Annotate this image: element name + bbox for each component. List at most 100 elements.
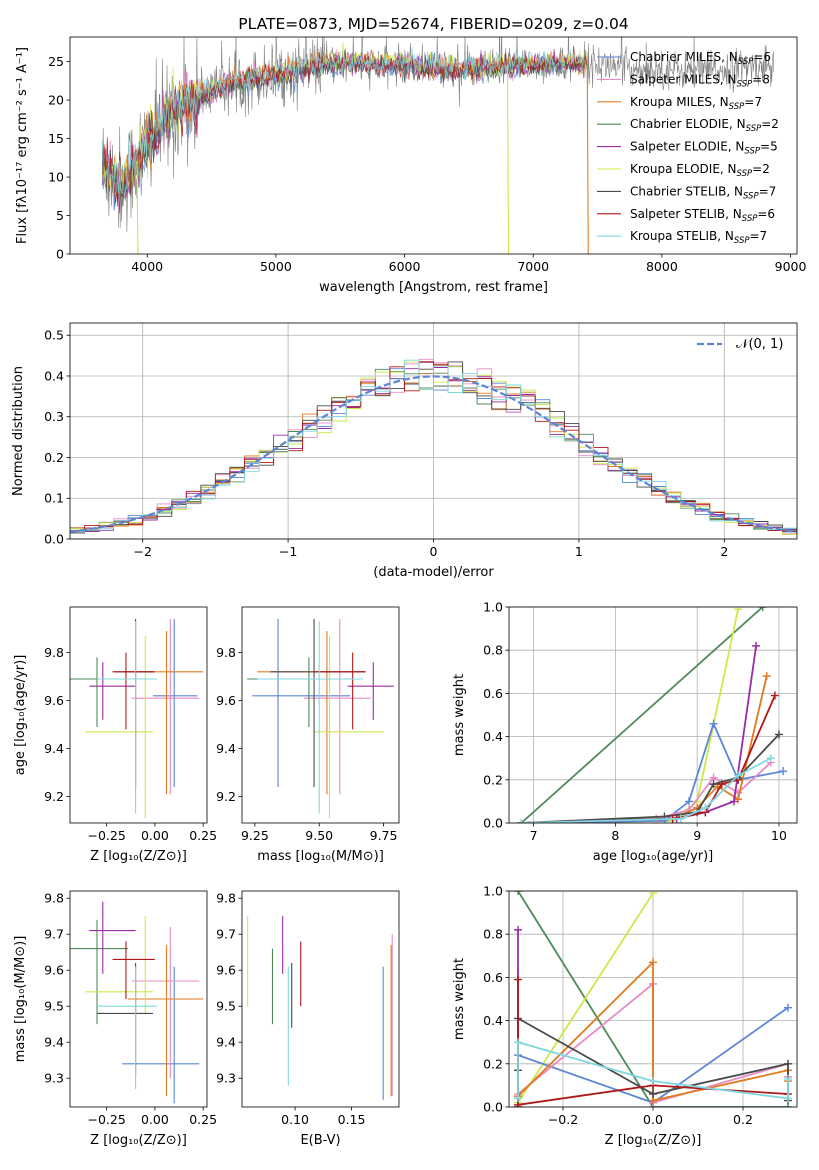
y-axis-label: age [log₁₀(age/yr)] (13, 655, 28, 776)
weight-marker-kroupa_stelib (784, 1074, 792, 1083)
x-tick-label: 0.2 (733, 1112, 753, 1127)
x-tick-label: 0 (430, 544, 438, 559)
x-tick-label: 9.50 (305, 828, 333, 843)
errorbar-chabrier_miles (152, 619, 198, 787)
errorbar-chabrier_elodie (70, 919, 128, 1025)
errorbar-chabrier_stelib (270, 619, 366, 787)
y-tick-label: 9.5 (216, 999, 236, 1014)
legend: Chabrier MILES, NSSP=6 Salpeter MILES, NS… (597, 50, 779, 246)
y-axis-label: Flux [fλ10⁻¹⁷ erg cm⁻² s⁻¹ A⁻¹] (15, 47, 30, 244)
model-kroupa_stelib-line (101, 47, 588, 198)
weight-marker-kroupa_stelib (517, 819, 526, 823)
y-tick-label: 0.0 (483, 1100, 503, 1115)
weight-marker-salpeter_stelib (717, 780, 726, 789)
plot-area (101, 37, 775, 254)
axes-frame: −0.2 0.0 0.2 0.0 0.2 0.4 0.6 0.8 1.0 Z [log₁₀(Z/Z… (452, 884, 798, 1148)
plot-area (70, 901, 204, 1104)
axes-frame: 0.10 0.15 9.3 9.4 9.5 9.6 9.7 9.8 E(B-V) (216, 890, 400, 1148)
x-tick-label: 9.25 (241, 828, 269, 843)
axes-frame: 4000 5000 6000 7000 8000 9000 0 5 10 15 20 25 wavele… (15, 15, 807, 295)
errorbar-salpeter_stelib (112, 941, 155, 999)
x-axis-label: wavelength [Angstrom, rest frame] (319, 280, 548, 295)
legend-label-salpeter_stelib: Salpeter STELIB, NSSP=6 (630, 207, 775, 224)
weight-line-salpeter_miles (521, 761, 772, 823)
y-tick-label: 9.4 (44, 1035, 64, 1050)
weight-line-chabrier_stelib (521, 733, 780, 823)
histogram-kroupa_stelib (70, 359, 797, 533)
plot-area (70, 358, 797, 535)
y-tick-label: 9.5 (44, 999, 64, 1014)
errorbar-chabrier_elodie (247, 657, 345, 727)
legend-label-normal: 𝒩(0, 1) (736, 337, 783, 352)
plot-area (247, 916, 393, 1100)
x-tick-label: 0.25 (189, 828, 217, 843)
legend-label-kroupa_stelib: Kroupa STELIB, NSSP=7 (630, 229, 767, 246)
errorbar-kroupa_miles (257, 631, 366, 795)
x-tick-label: 8000 (646, 259, 678, 274)
errorbar-salpeter_stelib (314, 652, 366, 730)
errorbar-salpeter_elodie (347, 662, 394, 720)
legend-label-kroupa_elodie: Kroupa ELODIE, NSSP=2 (630, 162, 770, 179)
weight-marker-kroupa_stelib (734, 771, 743, 780)
y-tick-label: 1.0 (483, 884, 503, 899)
errorbar-kroupa_elodie (314, 635, 384, 819)
y-tick-label: 9.2 (44, 789, 64, 804)
histogram-salpeter_stelib (70, 361, 797, 532)
weight-marker-kroupa_elodie (649, 891, 657, 898)
plot-area (514, 891, 792, 1107)
weight-line-kroupa_miles (521, 675, 768, 823)
weight-marker-kroupa_stelib (784, 1094, 792, 1103)
weight-marker-chabrier_elodie (514, 891, 522, 895)
errorbar-kroupa_elodie (85, 635, 153, 819)
x-tick-label: 0.00 (141, 828, 169, 843)
y-axis-label: Normed distribution (11, 366, 26, 496)
x-tick-label: 6000 (389, 259, 421, 274)
weight-marker-chabrier_stelib (649, 1090, 657, 1099)
y-tick-label: 9.4 (216, 1035, 236, 1050)
errorbar-kroupa_stelib (97, 966, 157, 1089)
weight-marker-salpeter_stelib (514, 975, 522, 984)
x-tick-label: −0.25 (88, 1112, 126, 1127)
chart-z-mass: −0.25 0.00 0.25 9.3 9.4 9.5 9.6 9.7 9.8 Z [log₁₀(… (13, 890, 217, 1148)
weight-line-salpeter_elodie (521, 645, 757, 823)
axes-frame: −2 −1 0 1 2 0.0 0.1 0.2 0.3 0.4 0.5 (data-model)/er… (11, 322, 798, 580)
x-tick-label: 9000 (775, 259, 807, 274)
legend-label-chabrier_miles: Chabrier MILES, NSSP=6 (630, 50, 771, 67)
legend-label-chabrier_stelib: Chabrier STELIB, NSSP=7 (630, 184, 776, 201)
weight-marker-kroupa_elodie (734, 607, 743, 614)
errorbar-chabrier_miles (252, 619, 351, 787)
weight-marker-chabrier_miles (685, 797, 693, 806)
y-tick-label: 0.4 (44, 368, 64, 383)
model-drop-line (506, 65, 510, 254)
errorbar-salpeter_miles (131, 619, 200, 795)
weight-line-salpeter_stelib (521, 695, 776, 823)
y-tick-label: 0 (56, 247, 64, 262)
errorbar-kroupa_miles (131, 631, 204, 795)
y-tick-label: 1.0 (483, 600, 503, 615)
weight-marker-chabrier_miles (709, 719, 718, 728)
axes-frame: −0.25 0.00 0.25 9.2 9.4 9.6 9.8 Z [log₁₀(Z/Z⊙)]… (13, 606, 217, 864)
errorbar-chabrier_stelib (97, 963, 153, 1075)
axes-frame: 7 8 9 10 0.0 0.2 0.4 0.6 0.8 1.0 age [log₁₀(age/yr… (452, 600, 798, 864)
y-tick-label: 0.4 (483, 729, 503, 744)
weight-marker-chabrier_stelib (775, 730, 783, 739)
y-tick-label: 9.6 (44, 693, 64, 708)
legend-label-kroupa_miles: Kroupa MILES, NSSP=7 (630, 95, 762, 112)
errorbar-kroupa_miles (127, 945, 204, 1097)
y-axis-label: mass weight (452, 674, 467, 756)
axes-border (69, 890, 208, 1108)
y-tick-label: 9.4 (216, 741, 236, 756)
x-tick-label: 0.15 (338, 1112, 366, 1127)
axes-frame: −0.25 0.00 0.25 9.3 9.4 9.5 9.6 9.7 9.8 Z [log₁₀(… (13, 890, 217, 1148)
plot-area (517, 607, 788, 823)
y-tick-label: 0.2 (483, 772, 503, 787)
weight-marker-kroupa_stelib (649, 1077, 657, 1086)
legend-label-salpeter_miles: Salpeter MILES, NSSP=8 (630, 72, 770, 89)
x-tick-label: 4000 (131, 259, 163, 274)
weight-marker-kroupa_stelib (766, 754, 775, 763)
y-tick-label: 0.5 (44, 328, 64, 343)
chart-z-weight: −0.2 0.0 0.2 0.0 0.2 0.4 0.6 0.8 1.0 Z [log₁₀(Z/Z… (452, 884, 798, 1148)
weight-marker-chabrier_miles (784, 1003, 792, 1012)
errorbar-kroupa_stelib (257, 621, 363, 814)
weight-line-chabrier_miles (521, 721, 784, 823)
